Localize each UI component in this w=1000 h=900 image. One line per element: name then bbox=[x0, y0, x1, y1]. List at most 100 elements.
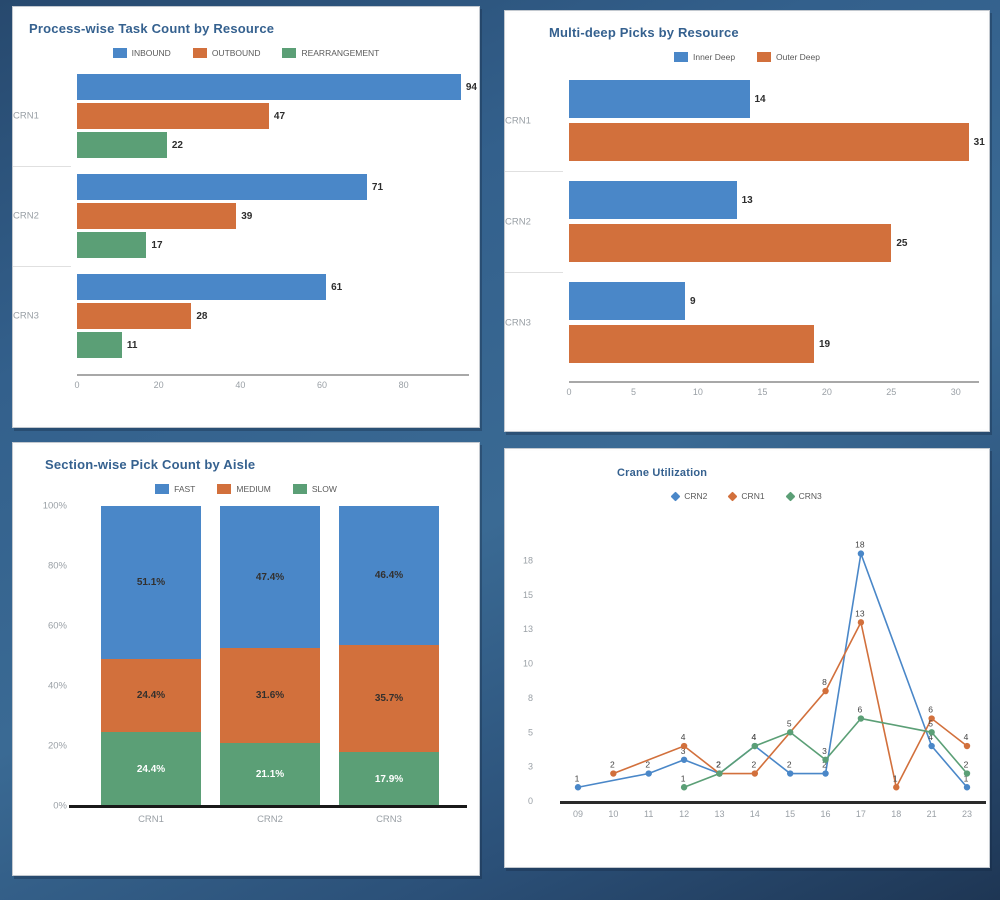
point-CRN1 bbox=[751, 770, 759, 777]
category-label: CRN3 bbox=[13, 310, 39, 322]
bar-row: 28 bbox=[77, 303, 469, 329]
legend-label: Inner Deep bbox=[692, 52, 736, 62]
legend-swatch bbox=[757, 52, 772, 62]
stack-segment: 24.4% bbox=[101, 659, 201, 733]
bar-value-label: 9 bbox=[690, 295, 696, 307]
bar-group: CRN1 94 47 22 bbox=[13, 66, 477, 166]
stack-columns: 51.1% 24.4% 24.4% 47.4% 31.6% 21.1% 46.4% 35.7%… bbox=[77, 506, 463, 806]
x-axis-tick: 16 bbox=[821, 809, 831, 819]
card-multi-deep-picks: Multi-deep Picks by Resource Inner Deep O… bbox=[504, 10, 990, 432]
bar bbox=[77, 174, 367, 200]
point-value-label: 4 bbox=[928, 732, 933, 742]
y-axis-tick: 0% bbox=[53, 800, 67, 812]
bar-row: 11 bbox=[77, 332, 469, 358]
line-CRN3 bbox=[683, 717, 968, 789]
legend-item: MEDIUM bbox=[217, 484, 271, 494]
point-value-label: 3 bbox=[681, 746, 686, 756]
bar-row: 25 bbox=[569, 224, 979, 262]
point-CRN3 bbox=[716, 770, 723, 777]
x-axis: 0 5 10 15 20 25 30 bbox=[566, 381, 979, 399]
bar-row: 22 bbox=[77, 132, 469, 158]
bar bbox=[569, 224, 892, 262]
x-axis-tick: 20 bbox=[153, 380, 164, 390]
y-axis-tick: 60% bbox=[47, 620, 67, 632]
x-axis-tick: 17 bbox=[856, 809, 866, 819]
bar bbox=[77, 274, 327, 300]
point-CRN1 bbox=[963, 742, 971, 750]
line-CRN2 bbox=[577, 550, 968, 789]
point-CRN1 bbox=[680, 742, 688, 750]
point-value-label: 4 bbox=[964, 732, 969, 742]
bar bbox=[569, 282, 686, 320]
point-value-label: 5 bbox=[787, 718, 792, 728]
point-value-label: 4 bbox=[681, 732, 686, 742]
point-value-label: 2 bbox=[964, 760, 969, 770]
y-axis-tick: 10 bbox=[523, 659, 533, 669]
bar-row: 94 bbox=[77, 74, 477, 100]
bar bbox=[77, 332, 122, 358]
legend-label: CRN1 bbox=[741, 491, 765, 501]
legend-label: CRN2 bbox=[684, 491, 708, 501]
legend-item: Inner Deep bbox=[673, 52, 736, 62]
point-value-label: 2 bbox=[716, 760, 721, 770]
legend-swatch bbox=[727, 491, 738, 501]
point-value-label: 2 bbox=[787, 760, 792, 770]
stacked-bar: 51.1% 24.4% 24.4% bbox=[101, 506, 201, 806]
stack-segment: 24.4% bbox=[101, 732, 201, 806]
legend-label: INBOUND bbox=[131, 48, 171, 58]
legend-swatch bbox=[112, 48, 127, 58]
point-value-label: 2 bbox=[822, 760, 827, 770]
legend-item: INBOUND bbox=[112, 48, 171, 58]
point-value-label: 5 bbox=[928, 718, 933, 728]
bar-group: CRN1 14 31 bbox=[505, 70, 985, 171]
bar bbox=[569, 325, 814, 363]
bar bbox=[77, 132, 167, 158]
multi-deep-picks-chart: Inner Deep Outer Deep CRN1 14 31 CRN2 13 25 CRN3… bbox=[505, 52, 989, 399]
card-process-task-count: Process-wise Task Count by Resource INBO… bbox=[12, 6, 480, 428]
point-CRN2 bbox=[963, 784, 971, 791]
point-value-label: 2 bbox=[645, 760, 650, 770]
y-axis-tick: 100% bbox=[42, 500, 67, 512]
legend-label: REARRANGEMENT bbox=[301, 48, 380, 58]
bar bbox=[77, 303, 192, 329]
category-label: CRN3 bbox=[505, 317, 531, 328]
bar-row: 19 bbox=[569, 325, 979, 363]
bar-group: CRN2 71 39 17 bbox=[13, 166, 469, 266]
chart-title: Section-wise Pick Count by Aisle bbox=[45, 457, 256, 472]
bar bbox=[569, 181, 737, 219]
point-CRN3 bbox=[928, 729, 935, 736]
card-section-pick-count: Section-wise Pick Count by Aisle FAST MED… bbox=[12, 442, 480, 876]
bar-group: CRN3 9 19 bbox=[505, 272, 979, 373]
point-value-label: 13 bbox=[855, 608, 865, 618]
point-value-label: 1 bbox=[893, 773, 898, 783]
bar bbox=[77, 203, 237, 229]
bar-row: 47 bbox=[77, 103, 469, 129]
x-axis-tick: 09 bbox=[573, 809, 583, 819]
bar-plot: CRN1 14 31 CRN2 13 25 CRN3 9 19 0 5 10 15 20 25 30 bbox=[505, 70, 985, 399]
bar-group: CRN3 61 28 11 bbox=[13, 266, 469, 366]
stacked-bar: 47.4% 31.6% 21.1% bbox=[220, 506, 320, 806]
legend-swatch bbox=[673, 52, 688, 62]
bar-row: 13 bbox=[569, 181, 979, 219]
card-crane-utilization: Crane Utilization CRN2 CRN1 CRN3 0 3 5 8 10 13 15… bbox=[504, 448, 990, 868]
x-axis-tick: 5 bbox=[630, 387, 636, 397]
x-axis-tick: 10 bbox=[692, 387, 703, 397]
bar-value-label: 25 bbox=[896, 237, 908, 249]
point-value-label: 4 bbox=[751, 732, 756, 742]
legend-label: SLOW bbox=[311, 484, 337, 494]
stack-plot: 0% 20% 40% 60% 80% 100% 51.1% 24.4% 24.4% 47.4% 31… bbox=[43, 501, 467, 812]
crane-utilization-chart: CRN2 CRN1 CRN3 0 3 5 8 10 13 15 18 09 10 11 12 13 14 15 16… bbox=[505, 491, 989, 866]
x-axis-line bbox=[560, 801, 986, 804]
category-label: CRN1 bbox=[138, 814, 164, 825]
legend-label: MEDIUM bbox=[236, 484, 271, 494]
stack-segment: 47.4% bbox=[220, 506, 320, 649]
point-CRN3 bbox=[751, 742, 759, 750]
point-CRN1 bbox=[857, 619, 865, 626]
stacked-bar: 46.4% 35.7% 17.9% bbox=[339, 506, 439, 806]
section-pick-count-chart: FAST MEDIUM SLOW 0% 20% 40% 60% 80% 100% 51.1% 24.… bbox=[13, 484, 479, 825]
x-axis-tick: 30 bbox=[950, 387, 961, 397]
point-value-label: 8 bbox=[822, 677, 827, 687]
bar-plot: CRN1 94 47 22 CRN2 71 39 17 CRN3 61 28 11 0 20 40 60 80 bbox=[13, 66, 477, 392]
x-axis-tick: 40 bbox=[235, 380, 246, 390]
